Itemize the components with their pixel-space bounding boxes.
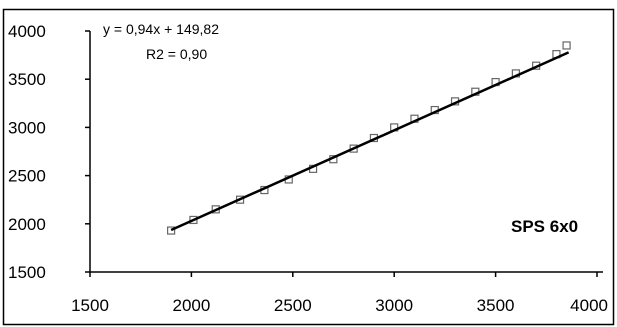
y-tick-label: 3000 [8,118,46,137]
x-tick-label: 4000 [570,296,608,315]
x-tick-label: 1500 [71,296,109,315]
y-tick-label: 3500 [8,70,46,89]
data-point [167,226,176,235]
x-tick-label: 2000 [172,296,210,315]
y-tick-label: 2000 [8,215,46,234]
data-point [349,144,358,153]
y-tick-label: 1500 [8,263,46,282]
x-axis-ticks: 1500 2000 2500 3000 3500 4000 [71,272,608,315]
x-tick-label: 3500 [477,296,515,315]
chart-frame [2,8,615,326]
x-tick-label: 3000 [375,296,413,315]
data-point [189,215,198,225]
y-tick-label: 4000 [8,22,46,41]
data-point [562,41,571,50]
series-tag: SPS 6x0 [511,217,578,236]
trendline-equation: y = 0,94x + 149,82 [103,21,219,37]
x-tick-label: 2500 [274,296,312,315]
r-squared-label: R2 = 0,90 [146,46,207,62]
y-axis-ticks: 1500 2000 2500 3000 3500 4000 [8,22,90,282]
y-tick-label: 2500 [8,167,46,186]
trendline [170,51,570,232]
